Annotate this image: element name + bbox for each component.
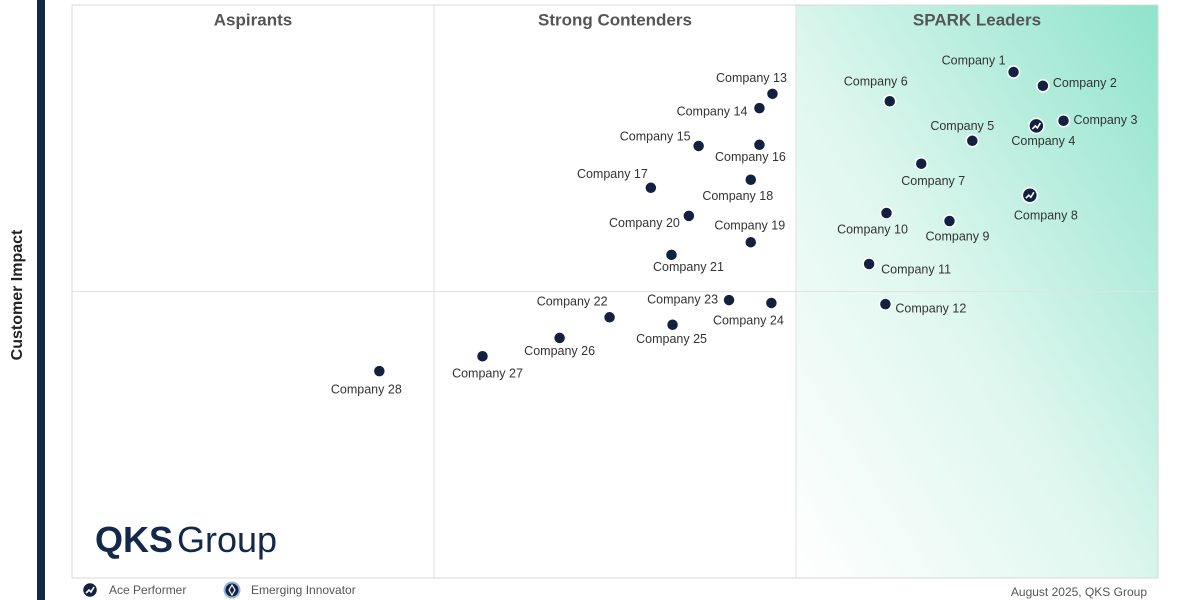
ace-icon-mark bbox=[1031, 122, 1042, 130]
point bbox=[665, 317, 680, 332]
point-label: Company 21 bbox=[653, 260, 724, 274]
point-label: Company 2 bbox=[1053, 76, 1117, 90]
point-label: Company 18 bbox=[702, 189, 773, 203]
point bbox=[878, 297, 893, 311]
point bbox=[914, 156, 929, 171]
point bbox=[1036, 79, 1050, 93]
point-label: Company 26 bbox=[524, 344, 595, 358]
point bbox=[682, 209, 696, 223]
point-label: Company 9 bbox=[926, 229, 990, 243]
legend-icon bbox=[223, 581, 241, 599]
point-label: Company 15 bbox=[620, 129, 691, 143]
quadrant-title: SPARK Leaders bbox=[913, 10, 1041, 29]
point-label: Company 13 bbox=[716, 71, 787, 85]
point bbox=[664, 248, 679, 262]
point bbox=[764, 296, 779, 310]
point bbox=[722, 293, 736, 307]
point-label: Company 5 bbox=[930, 119, 994, 133]
point bbox=[942, 214, 957, 228]
footer: August 2025, QKS Group bbox=[1011, 585, 1147, 599]
point bbox=[752, 138, 767, 152]
side-bar bbox=[37, 0, 45, 600]
point bbox=[644, 181, 658, 195]
point-label: Company 19 bbox=[714, 219, 785, 233]
point-label: Company 17 bbox=[577, 167, 648, 181]
point-label: Company 20 bbox=[609, 216, 680, 230]
logo-regular: Group bbox=[177, 519, 277, 560]
plot-border bbox=[71, 4, 1159, 579]
point-label: Company 3 bbox=[1074, 113, 1138, 127]
point bbox=[752, 101, 767, 115]
point-label: Company 4 bbox=[1011, 134, 1075, 148]
point bbox=[602, 310, 617, 325]
ace-icon-mark bbox=[85, 586, 95, 594]
point-label: Company 27 bbox=[452, 367, 523, 381]
point bbox=[552, 331, 567, 345]
legend-label: Emerging Innovator bbox=[251, 583, 356, 597]
point bbox=[475, 349, 490, 363]
point-label: Company 14 bbox=[677, 104, 748, 118]
point bbox=[744, 235, 758, 249]
point-label: Company 22 bbox=[537, 295, 608, 309]
point-label: Company 12 bbox=[895, 301, 966, 315]
point bbox=[862, 257, 876, 271]
point bbox=[1006, 65, 1021, 79]
point-label: Company 11 bbox=[881, 262, 951, 276]
quadrant-title: Strong Contenders bbox=[538, 10, 692, 29]
logo-bold: QKS bbox=[95, 519, 173, 560]
point-label: Company 25 bbox=[636, 332, 707, 346]
point-label: Company 16 bbox=[715, 150, 786, 164]
ace-icon-mark bbox=[1025, 191, 1035, 199]
point bbox=[744, 173, 758, 187]
point bbox=[879, 206, 894, 220]
point bbox=[965, 134, 980, 148]
point bbox=[372, 364, 387, 378]
point-label: Company 24 bbox=[713, 313, 784, 327]
point bbox=[883, 94, 897, 109]
point-label: Company 23 bbox=[647, 292, 718, 306]
y-axis-label: Customer Impact bbox=[9, 229, 26, 360]
quadrant-title: Aspirants bbox=[214, 10, 292, 29]
point-label: Company 28 bbox=[331, 382, 402, 396]
logo: QKS Group bbox=[95, 519, 277, 560]
legend-icon-mark bbox=[228, 583, 236, 597]
point bbox=[691, 139, 706, 153]
point-label: Company 6 bbox=[844, 75, 908, 89]
point-label: Company 8 bbox=[1014, 209, 1078, 223]
point bbox=[1056, 113, 1071, 128]
point bbox=[765, 87, 780, 101]
point-label: Company 1 bbox=[942, 53, 1006, 67]
point-label: Company 7 bbox=[901, 174, 965, 188]
legend-label: Ace Performer bbox=[109, 583, 186, 597]
point-label: Company 10 bbox=[837, 222, 908, 236]
